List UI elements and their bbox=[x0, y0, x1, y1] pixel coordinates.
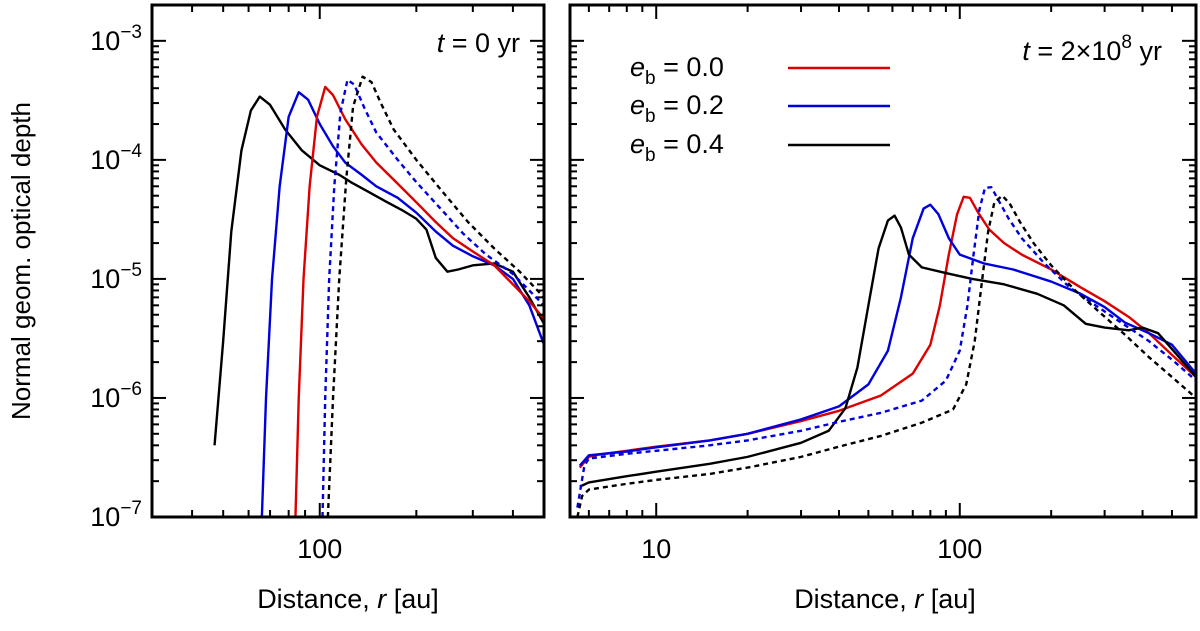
y-tick-label: 10−6 bbox=[90, 379, 142, 413]
panel-right: 10 100 bbox=[568, 3, 1198, 564]
x-tick-label-right: 100 bbox=[937, 534, 982, 564]
y-tick-label-exp: −5 bbox=[120, 260, 142, 281]
series-line-right-2 bbox=[579, 214, 1196, 488]
series-line-right-4 bbox=[576, 194, 1196, 517]
legend: eb = 0.0 eb = 0.2 eb = 0.4 bbox=[630, 52, 890, 166]
y-tick-label-exp: −4 bbox=[120, 141, 142, 162]
y-tick-label: 10−4 bbox=[90, 141, 142, 175]
y-tick-label: 10−5 bbox=[90, 260, 142, 294]
y-tick-label-base: 10 bbox=[90, 383, 120, 413]
y-tick-label: 10−7 bbox=[90, 498, 142, 532]
series-line-left-3 bbox=[321, 78, 544, 517]
legend-label-eb-0.2: eb = 0.2 bbox=[630, 90, 724, 127]
plot-frame-right bbox=[568, 3, 1198, 519]
series-line-right-1 bbox=[578, 203, 1196, 467]
y-tick-label-base: 10 bbox=[90, 502, 120, 532]
series-line-right-3 bbox=[576, 185, 1196, 508]
x-tick-label-left: 100 bbox=[297, 534, 342, 564]
y-tick-label-base: 10 bbox=[90, 145, 120, 175]
y-tick-label-base: 10 bbox=[90, 26, 120, 56]
y-tick-label-exp: −3 bbox=[120, 22, 142, 43]
y-axis-title: Normal geom. optical depth bbox=[6, 102, 36, 420]
series-line-left-0 bbox=[213, 95, 544, 446]
x-tick-label-right: 10 bbox=[641, 534, 671, 564]
left-x-axis-title: Distance, r [au] bbox=[257, 584, 439, 614]
series-line-right-0 bbox=[578, 195, 1196, 469]
left-time-annotation: t = 0 yr bbox=[437, 28, 520, 58]
right-x-axis-title: Distance, r [au] bbox=[794, 584, 976, 614]
series-line-left-2 bbox=[294, 85, 544, 517]
series-line-left-4 bbox=[326, 75, 544, 517]
legend-label-eb-0.0: eb = 0.0 bbox=[630, 52, 724, 89]
y-tick-label-base: 10 bbox=[90, 264, 120, 294]
plot-frame-left bbox=[150, 3, 546, 519]
series-line-left-1 bbox=[260, 91, 544, 517]
y-tick-label-exp: −6 bbox=[120, 379, 142, 400]
legend-label-eb-0.4: eb = 0.4 bbox=[630, 129, 724, 166]
y-tick-label: 10−3 bbox=[90, 22, 142, 56]
y-tick-label-exp: −7 bbox=[120, 498, 142, 519]
right-time-annotation: t = 2×108 yr bbox=[1022, 32, 1162, 66]
